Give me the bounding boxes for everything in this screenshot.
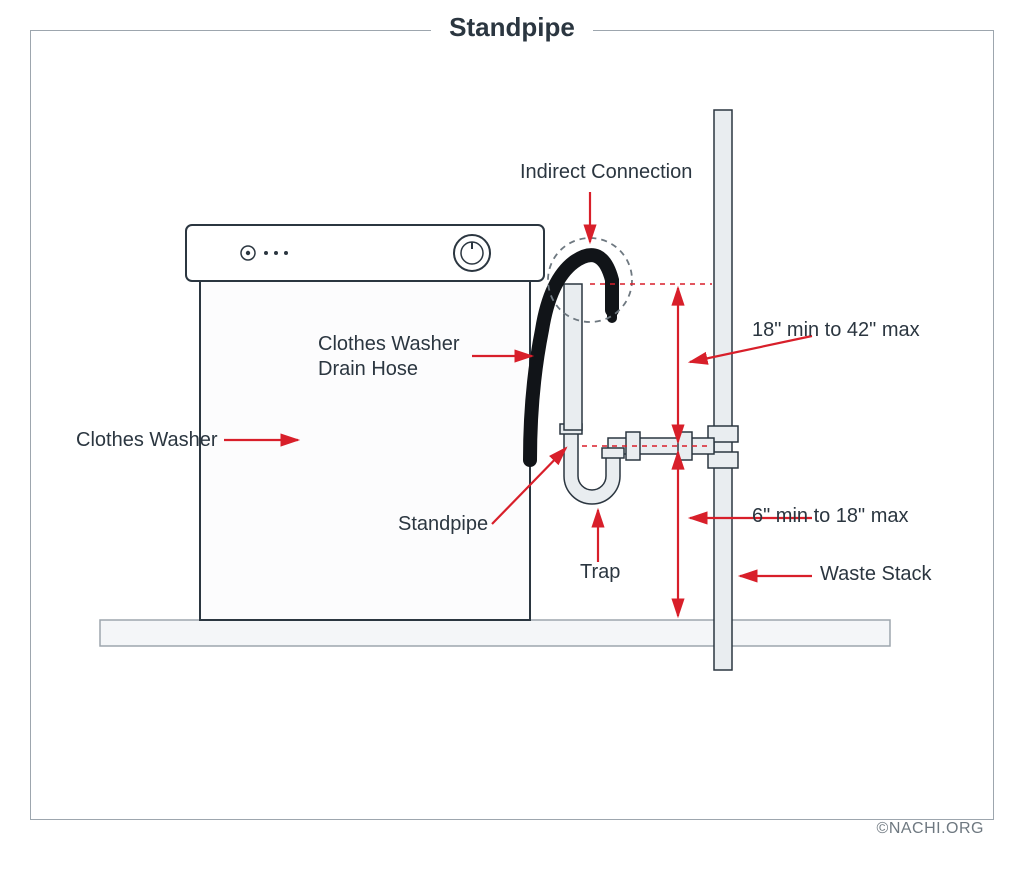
panel-dot-2	[274, 251, 278, 255]
label-drain-hose: Clothes Washer Drain Hose	[318, 332, 460, 382]
label-waste-stack: Waste Stack	[820, 562, 932, 587]
label-lower-dimension: 6" min to 18" max	[752, 504, 908, 529]
credit-text: ©NACHI.ORG	[877, 820, 984, 838]
panel-dot-1	[264, 251, 268, 255]
panel-dot-3	[284, 251, 288, 255]
label-indirect-connection: Indirect Connection	[520, 160, 692, 185]
label-drain-hose-line2: Drain Hose	[318, 358, 418, 380]
label-trap: Trap	[580, 560, 620, 585]
diagram-svg	[30, 30, 994, 820]
washer-knob-small-dot	[246, 251, 250, 255]
washer-body	[200, 270, 530, 620]
trap-nut-right	[602, 448, 624, 458]
label-drain-hose-line1: Clothes Washer	[318, 333, 460, 355]
standpipe-pipe	[564, 284, 582, 430]
floor	[100, 620, 890, 646]
label-upper-dimension: 18" min to 42" max	[752, 318, 920, 343]
label-standpipe: Standpipe	[398, 512, 488, 537]
waste-stack-pipe	[714, 110, 732, 670]
label-clothes-washer: Clothes Washer	[76, 428, 218, 453]
